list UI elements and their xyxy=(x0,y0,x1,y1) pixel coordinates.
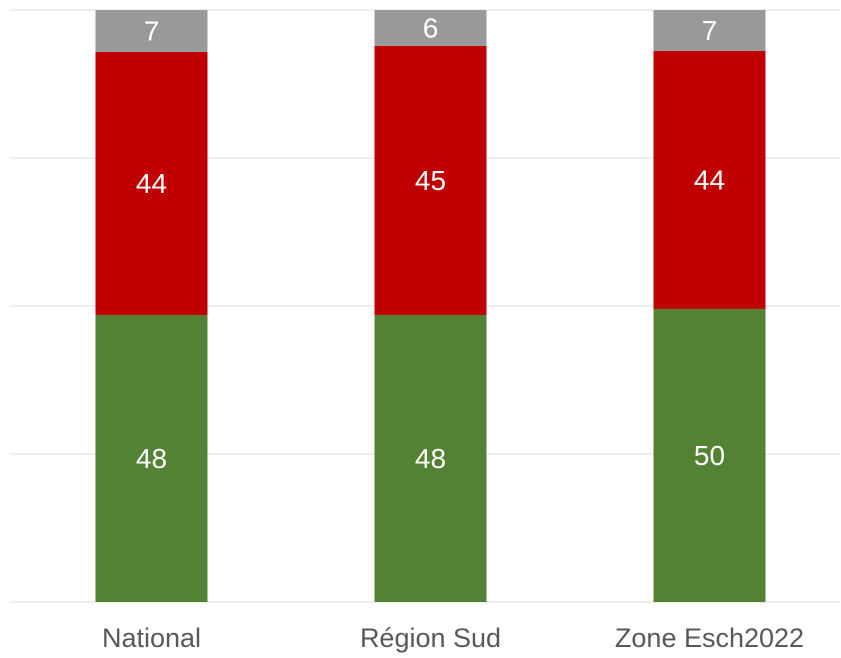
bar-segment xyxy=(653,51,766,309)
data-label: 50 xyxy=(694,440,725,471)
bar-segment xyxy=(374,10,487,46)
x-tick-label: Région Sud xyxy=(360,623,501,653)
data-label: 6 xyxy=(423,12,439,43)
data-label: 44 xyxy=(694,164,725,195)
bar-segment xyxy=(95,51,208,315)
data-label: 44 xyxy=(136,168,167,199)
x-tick-label: Zone Esch2022 xyxy=(615,623,804,653)
bar-segment xyxy=(374,314,487,602)
bar-segment xyxy=(374,45,487,315)
data-label: 7 xyxy=(144,15,160,46)
x-tick-label: National xyxy=(102,623,201,653)
bar-segment xyxy=(95,10,208,52)
data-label: 48 xyxy=(136,443,167,474)
data-label: 7 xyxy=(702,15,718,46)
data-label: 48 xyxy=(415,443,446,474)
bar-segment xyxy=(653,308,766,602)
bar-segment xyxy=(653,10,766,52)
data-label: 45 xyxy=(415,165,446,196)
bar-segment xyxy=(95,314,208,602)
